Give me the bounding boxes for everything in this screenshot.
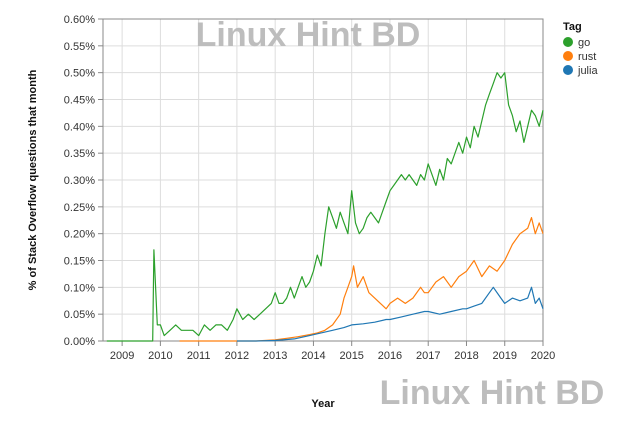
legend: Tag go rust julia [563, 21, 598, 77]
x-tick-label: 2017 [416, 350, 440, 362]
y-axis-title: % of Stack Overflow questions that month [27, 69, 39, 290]
x-tick-label: 2016 [378, 350, 402, 362]
x-axis-title: Year [311, 398, 335, 410]
legend-swatch-go [563, 37, 573, 47]
legend-swatch-julia [563, 65, 573, 75]
series-line-go [106, 72, 544, 342]
legend-label-rust: rust [578, 51, 596, 63]
x-tick-label: 2020 [531, 350, 555, 362]
series-line-julia [236, 286, 544, 342]
y-tick-label: 0.45% [64, 95, 95, 107]
y-tick-label: 0.50% [64, 68, 95, 80]
y-tick-label: 0.20% [64, 229, 95, 241]
axes [98, 18, 544, 346]
y-tick-label: 0.55% [64, 41, 95, 53]
x-tick-label: 2013 [263, 350, 287, 362]
y-tick-label: 0.10% [64, 282, 95, 294]
watermark-top: Linux Hint BD [196, 16, 421, 54]
x-tick-label: 2019 [492, 350, 516, 362]
x-tick-label: 2014 [301, 350, 325, 362]
watermark-bottom: Linux Hint BD [380, 374, 605, 412]
x-tick-label: 2018 [454, 350, 478, 362]
x-tick-label: 2011 [187, 350, 211, 362]
y-tick-label: 0.40% [64, 121, 95, 133]
legend-title: Tag [563, 21, 582, 33]
series-lines [106, 72, 544, 342]
x-tick-label: 2010 [148, 350, 172, 362]
y-tick-label: 0.35% [64, 148, 95, 160]
series-line-rust [179, 217, 544, 342]
plot-frame [102, 18, 544, 342]
legend-label-go: go [578, 37, 590, 49]
x-tick-label: 2009 [110, 350, 134, 362]
legend-label-julia: julia [577, 65, 598, 77]
y-tick-label: 0.60% [64, 14, 95, 26]
x-tick-label: 2015 [339, 350, 363, 362]
y-tick-label: 0.05% [64, 309, 95, 321]
x-tick-label: 2012 [225, 350, 249, 362]
tick-labels: 0.00% 0.05% 0.10% 0.15% 0.20% 0.25% 0.30% 0.35%… [64, 14, 555, 362]
y-tick-label: 0.15% [64, 256, 95, 268]
y-tick-label: 0.25% [64, 202, 95, 214]
y-tick-label: 0.00% [64, 336, 95, 348]
legend-swatch-rust [563, 51, 573, 61]
grid [103, 18, 544, 342]
y-tick-label: 0.30% [64, 175, 95, 187]
